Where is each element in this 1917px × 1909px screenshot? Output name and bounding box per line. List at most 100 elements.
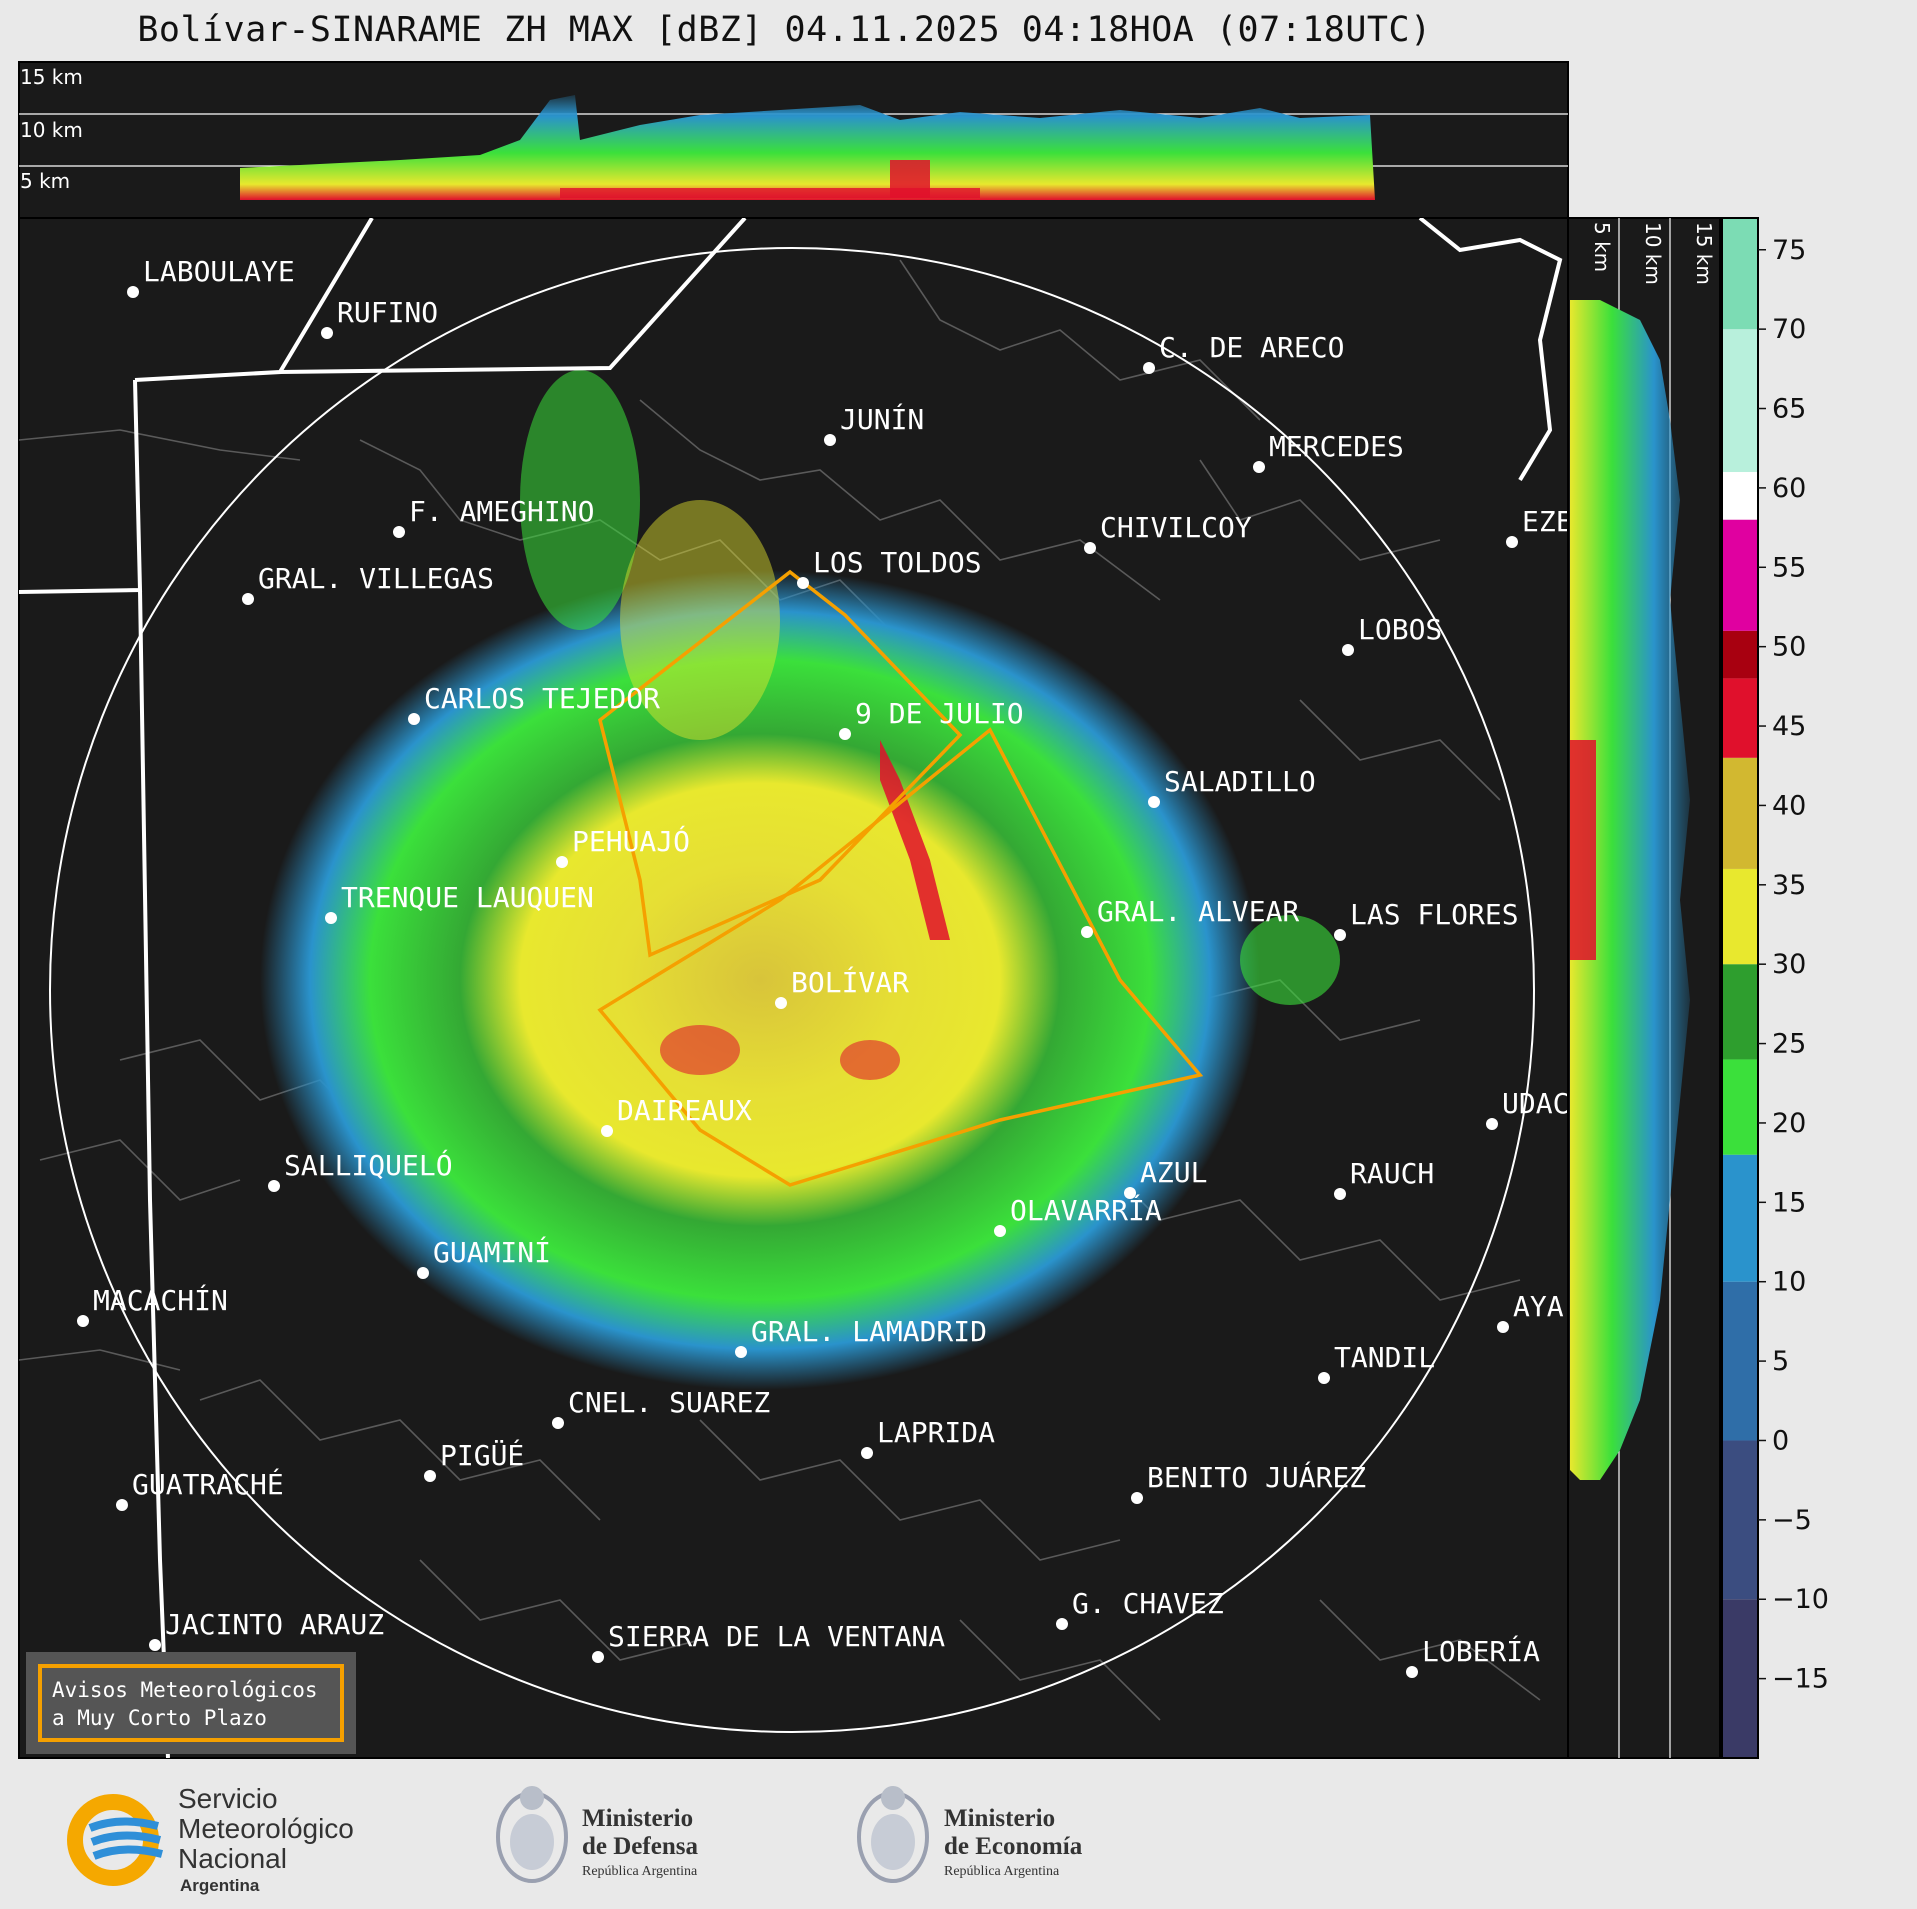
colorbar-tick-label: 65 (1772, 394, 1806, 425)
city-mercedes: MERCEDES (1253, 430, 1404, 473)
city-g-chavez: G. CHAVEZ (1056, 1587, 1224, 1630)
city-f-ameghino: F. AMEGHINO (393, 495, 594, 538)
city-daireaux: DAIREAUX (601, 1094, 752, 1137)
warning-legend: Avisos Meteorológicos a Muy Corto Plazo (26, 1652, 356, 1754)
colorbar-band (1722, 1154, 1758, 1282)
defensa-logo: Ministerio de Defensa República Argentin… (496, 1786, 698, 1883)
colorbar-band (1722, 630, 1758, 679)
svg-text:OLAVARRÍA: OLAVARRÍA (1010, 1193, 1162, 1227)
city-las-flores: LAS FLORES (1334, 898, 1519, 941)
svg-text:de Defensa: de Defensa (582, 1833, 698, 1860)
colorbar-band (1722, 964, 1758, 1060)
city-guamini: GUAMINÍ (417, 1235, 551, 1279)
svg-text:Servicio: Servicio (178, 1783, 278, 1814)
city-markers: LABOULAYE RUFINO C. DE ARECO JUNÍN MERCE… (77, 255, 1573, 1678)
svg-text:República Argentina: República Argentina (944, 1864, 1060, 1879)
city-jacinto-arauz: JACINTO ARAUZ (149, 1608, 384, 1651)
svg-text:LOBOS: LOBOS (1358, 613, 1442, 646)
svg-text:BENITO JUÁREZ: BENITO JUÁREZ (1147, 1460, 1366, 1494)
city-laboulaye: LABOULAYE (127, 255, 295, 298)
svg-text:GRAL. LAMADRID: GRAL. LAMADRID (751, 1315, 987, 1348)
colorbar-tick-label: 45 (1772, 711, 1806, 742)
svg-text:MERCEDES: MERCEDES (1269, 430, 1404, 463)
top-label-15km: 15 km (20, 65, 83, 89)
colorbar-band (1722, 1281, 1758, 1441)
colorbar-tick-label: −10 (1772, 1584, 1829, 1615)
city-macachin: MACACHÍN (77, 1283, 228, 1327)
city-gral-alvear: GRAL. ALVEAR (1081, 895, 1299, 938)
city-benito-juarez: BENITO JUÁREZ (1131, 1460, 1366, 1504)
city-guatrache: GUATRACHÉ (116, 1467, 284, 1511)
colorbar-band (1722, 757, 1758, 869)
colorbar-tick-label: 25 (1772, 1029, 1806, 1060)
side-label-10km: 10 km (1641, 222, 1665, 285)
colorbar-tick-label: 20 (1772, 1108, 1806, 1139)
city-gral-villegas: GRAL. VILLEGAS (242, 562, 494, 605)
warning-polygon-north (598, 569, 963, 958)
top-height-panel: 15 km 10 km 5 km (18, 61, 1569, 219)
svg-text:LAS FLORES: LAS FLORES (1350, 898, 1519, 931)
radar-echo (260, 370, 1340, 1390)
svg-text:LAPRIDA: LAPRIDA (877, 1416, 995, 1449)
economia-logo: Ministerio de Economía República Argenti… (857, 1786, 1083, 1883)
colorbar-tick-label: 70 (1772, 314, 1806, 345)
svg-text:RAUCH: RAUCH (1350, 1157, 1434, 1190)
city-azul: AZUL (1124, 1156, 1207, 1199)
top-label-5km: 5 km (20, 169, 70, 193)
city-gral-lamadrid: GRAL. LAMADRID (735, 1315, 987, 1358)
city-pigue: PIGÜÉ (424, 1438, 524, 1482)
svg-text:G. CHAVEZ: G. CHAVEZ (1072, 1587, 1224, 1620)
smn-logo: Servicio Meteorológico Nacional Argentin… (67, 1783, 354, 1895)
colorbar-tick-label: 40 (1772, 790, 1806, 821)
colorbar-tick-label: −15 (1772, 1664, 1829, 1695)
svg-text:BOLÍVAR: BOLÍVAR (791, 965, 909, 999)
colorbar-band (1722, 218, 1758, 330)
svg-text:LOS TOLDOS: LOS TOLDOS (813, 546, 982, 579)
city-sierra-de-la-ventana: SIERRA DE LA VENTANA (592, 1620, 945, 1663)
city-9-de-julio: 9 DE JULIO (839, 697, 1024, 740)
colorbar-tick-label: 50 (1772, 632, 1806, 663)
svg-text:EZE: EZE (1522, 505, 1573, 538)
svg-text:SALLIQUELÓ: SALLIQUELÓ (284, 1148, 453, 1182)
svg-text:DAIREAUX: DAIREAUX (617, 1094, 752, 1127)
svg-text:República Argentina: República Argentina (582, 1864, 698, 1879)
colorbar-band (1722, 329, 1758, 473)
colorbar-band (1722, 1599, 1758, 1758)
svg-text:9 DE JULIO: 9 DE JULIO (855, 697, 1024, 730)
colorbar-tick-label: 55 (1772, 552, 1806, 583)
svg-text:GRAL. VILLEGAS: GRAL. VILLEGAS (258, 562, 494, 595)
svg-text:CARLOS TEJEDOR: CARLOS TEJEDOR (424, 682, 660, 715)
svg-text:C. DE ARECO: C. DE ARECO (1159, 331, 1344, 364)
side-label-15km: 15 km (1692, 222, 1716, 285)
city-chivilcoy: CHIVILCOY (1084, 511, 1252, 554)
city-pehuajo: PEHUAJÓ (556, 824, 690, 868)
city-junin: JUNÍN (824, 402, 924, 446)
svg-text:LABOULAYE: LABOULAYE (143, 255, 295, 288)
svg-text:CHIVILCOY: CHIVILCOY (1100, 511, 1252, 544)
city-olavarria: OLAVARRÍA (994, 1193, 1162, 1237)
city-udac: UDAC (1486, 1087, 1569, 1130)
city-trenque-lauquen: TRENQUE LAUQUEN (325, 881, 594, 924)
svg-text:LOBERÍA: LOBERÍA (1422, 1634, 1540, 1668)
colorbar-tick-label: −5 (1772, 1505, 1812, 1536)
colorbar-band (1722, 1440, 1758, 1600)
svg-text:TANDIL: TANDIL (1334, 1341, 1435, 1374)
city-lobos: LOBOS (1342, 613, 1442, 656)
svg-text:GUAMINÍ: GUAMINÍ (433, 1235, 551, 1269)
city-rauch: RAUCH (1334, 1157, 1434, 1200)
svg-text:JUNÍN: JUNÍN (840, 402, 924, 436)
warning-polygons (597, 569, 1204, 1187)
city-saladillo: SALADILLO (1148, 765, 1316, 808)
svg-text:UDAC: UDAC (1502, 1087, 1569, 1120)
city-cnel-suarez: CNEL. SUAREZ (552, 1386, 770, 1429)
svg-text:Meteorológico: Meteorológico (178, 1813, 354, 1844)
svg-text:Ministerio: Ministerio (582, 1805, 693, 1832)
svg-text:MACACHÍN: MACACHÍN (93, 1283, 228, 1317)
svg-text:PIGÜÉ: PIGÜÉ (440, 1438, 524, 1472)
city-rufino: RUFINO (321, 296, 438, 339)
colorbar-tick-label: 30 (1772, 949, 1806, 980)
colorbar-tick-label: 75 (1772, 235, 1806, 266)
city-bolivar: BOLÍVAR (775, 965, 909, 1009)
